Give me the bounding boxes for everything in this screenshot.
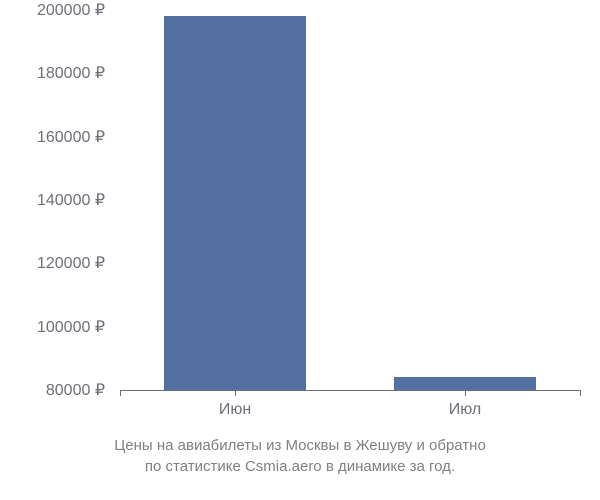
x-axis-label: Июн bbox=[219, 401, 251, 419]
caption-line-1: Цены на авиабилеты из Москвы в Жешуву и … bbox=[0, 435, 600, 456]
x-axis-label: Июл bbox=[449, 401, 481, 419]
plot-area bbox=[120, 10, 580, 390]
y-axis-label: 200000 ₽ bbox=[37, 0, 105, 20]
bar bbox=[164, 16, 307, 390]
bar bbox=[394, 377, 537, 390]
x-axis-line bbox=[120, 390, 580, 391]
y-axis-label: 140000 ₽ bbox=[37, 190, 105, 210]
chart-caption: Цены на авиабилеты из Москвы в Жешуву и … bbox=[0, 435, 600, 477]
x-axis-tick bbox=[580, 390, 581, 396]
chart-container: 80000 ₽ 100000 ₽ 120000 ₽ 140000 ₽ 160000 ₽ 1… bbox=[0, 0, 600, 500]
y-axis-label: 100000 ₽ bbox=[37, 317, 105, 337]
x-axis-tick bbox=[235, 390, 236, 396]
y-axis: 80000 ₽100000 ₽120000 ₽140000 ₽160000 ₽1… bbox=[0, 10, 115, 390]
x-axis-tick bbox=[120, 390, 121, 396]
y-axis-label: 80000 ₽ bbox=[46, 380, 105, 400]
x-axis-tick bbox=[465, 390, 466, 396]
x-axis: Июн Июл bbox=[120, 395, 580, 425]
y-axis-label: 180000 ₽ bbox=[37, 63, 105, 83]
y-axis-label: 160000 ₽ bbox=[37, 127, 105, 147]
y-axis-label: 120000 ₽ bbox=[37, 253, 105, 273]
caption-line-2: по статистике Csmia.aero в динамике за г… bbox=[0, 456, 600, 477]
